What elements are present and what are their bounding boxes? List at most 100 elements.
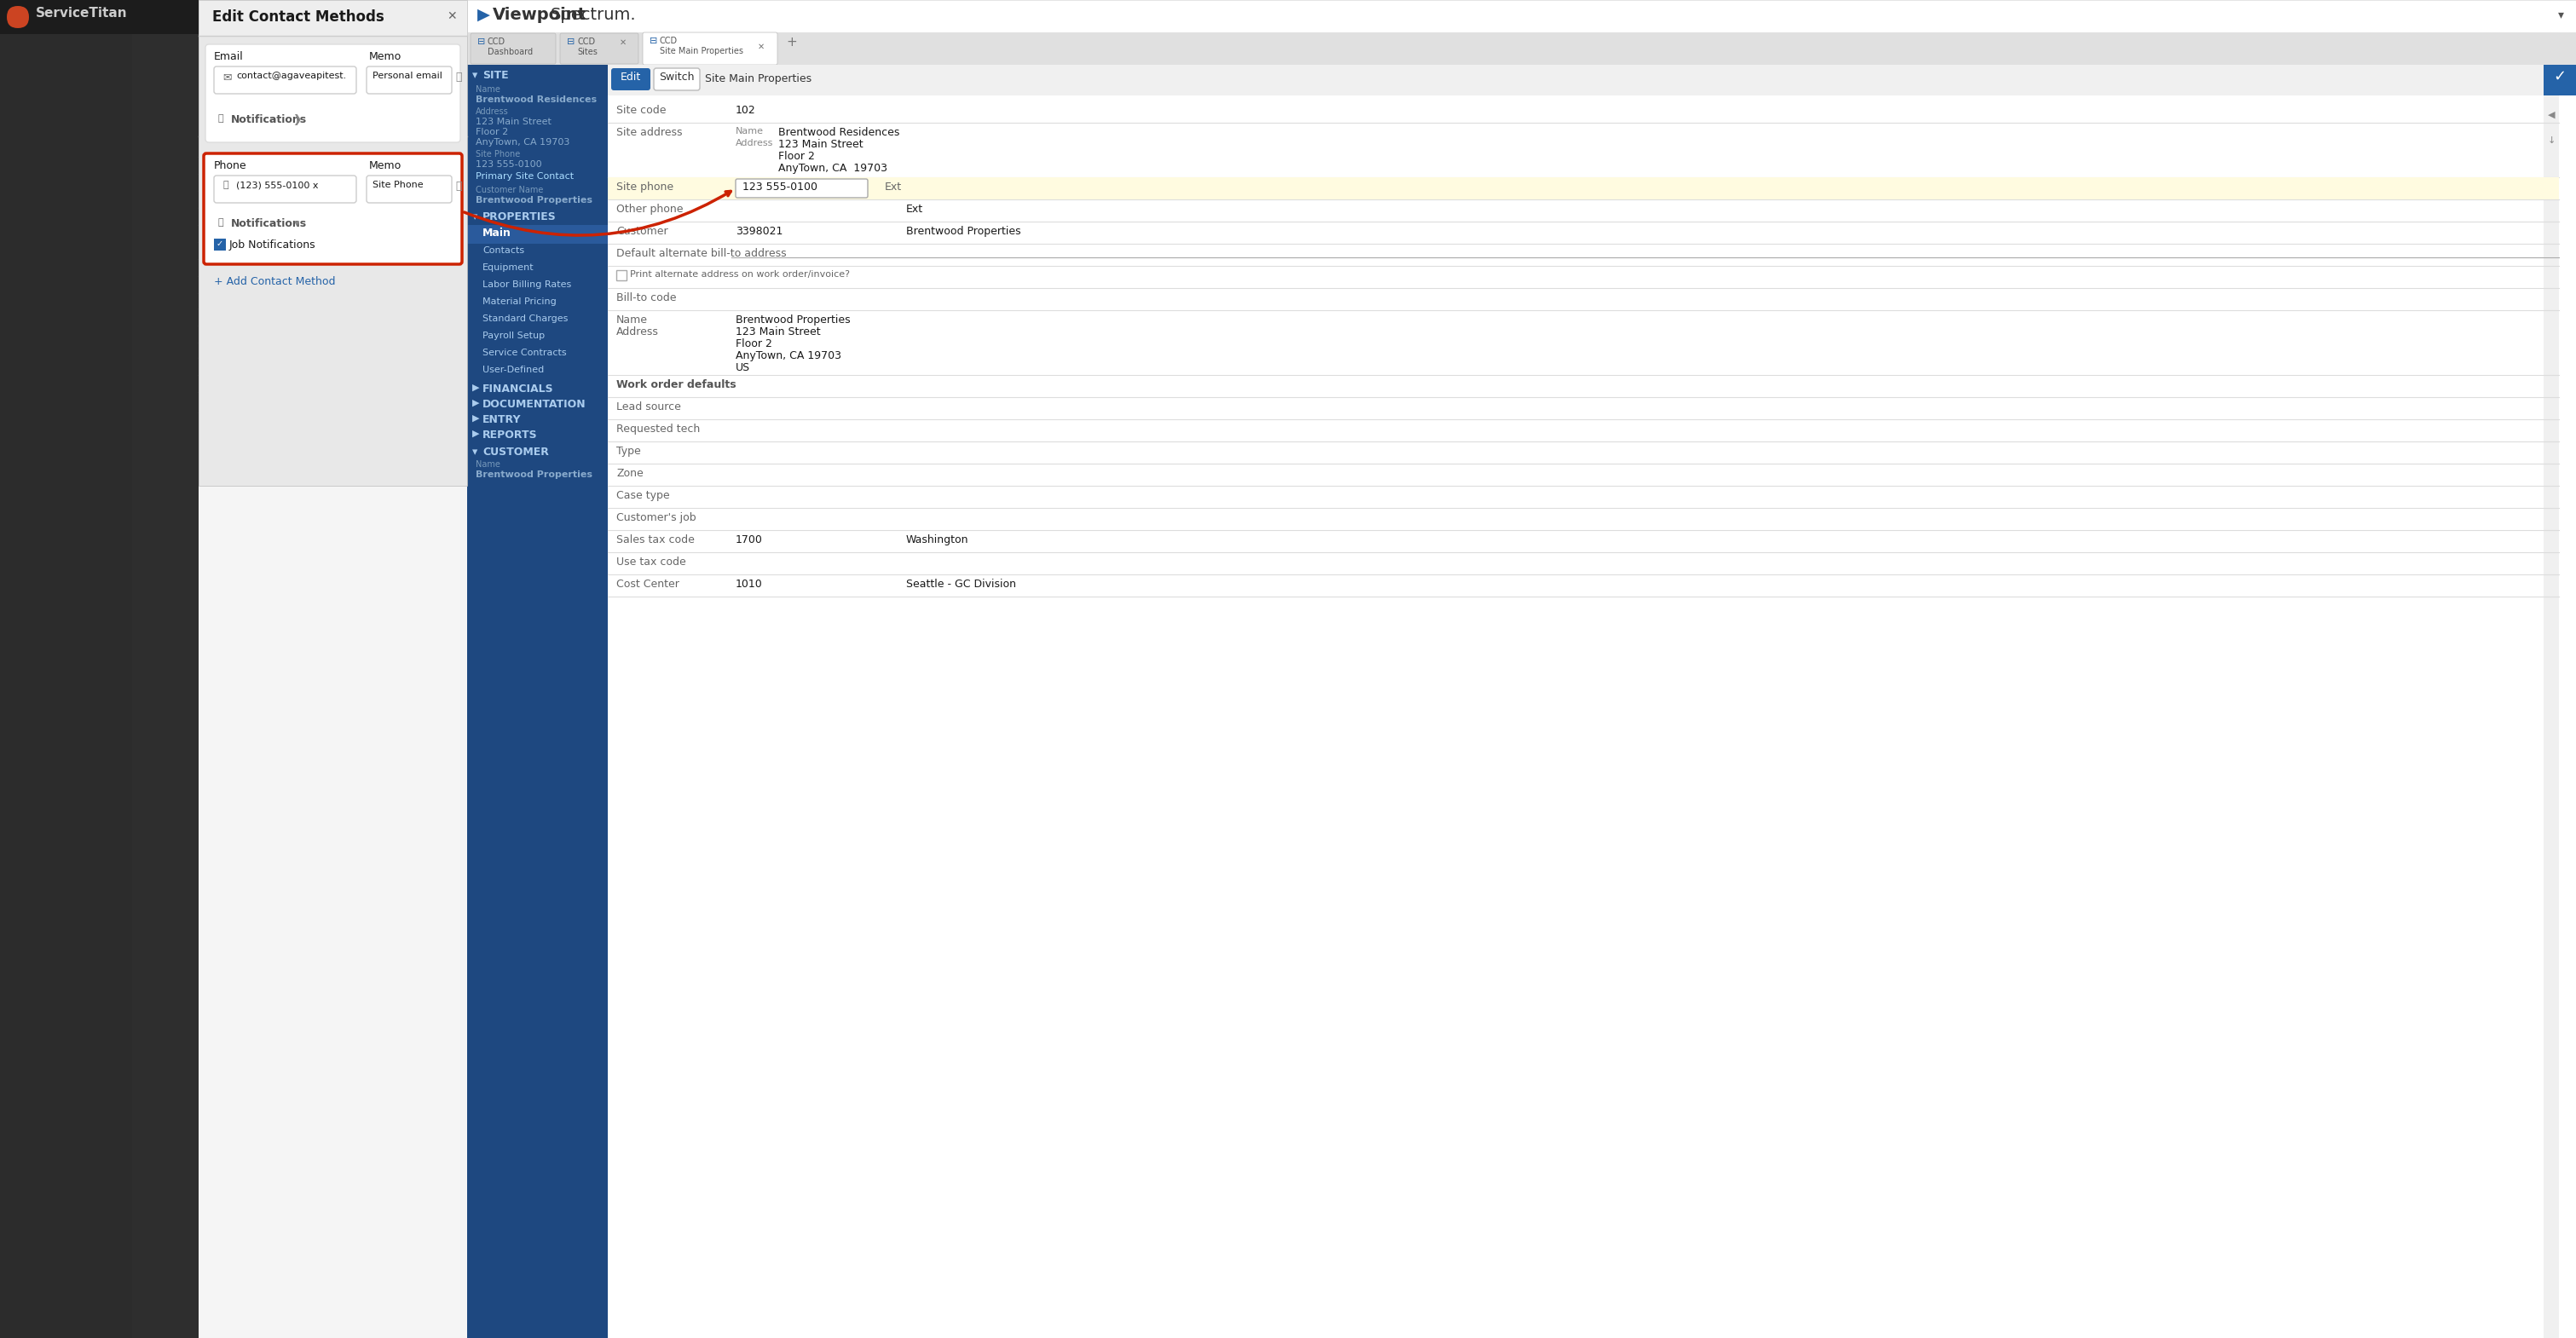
- Bar: [206, 70, 335, 151]
- Text: 1010: 1010: [737, 578, 762, 590]
- Text: ServiceTitan: ServiceTitan: [36, 7, 129, 20]
- Text: Brentwood Properties: Brentwood Properties: [340, 119, 443, 128]
- Text: ▶: ▶: [471, 415, 479, 423]
- Text: Brentwood Properties: Brentwood Properties: [477, 471, 592, 479]
- Text: 🔔: 🔔: [216, 114, 224, 123]
- Text: ▤: ▤: [410, 8, 422, 21]
- Text: Calls: Calls: [209, 280, 237, 292]
- FancyBboxPatch shape: [611, 68, 649, 91]
- Text: Zone: Zone: [616, 468, 644, 479]
- Text: ▶: ▶: [471, 429, 479, 438]
- Text: CCD: CCD: [577, 37, 595, 45]
- Bar: [0, 0, 466, 33]
- Text: Brentwood Residences: Brentwood Residences: [477, 95, 598, 104]
- Text: ✦: ✦: [214, 72, 224, 84]
- Text: CUSTOMER: CUSTOMER: [340, 110, 389, 118]
- Bar: [616, 270, 626, 281]
- FancyBboxPatch shape: [420, 163, 438, 175]
- Text: Customer Name: Customer Name: [477, 186, 544, 194]
- Text: ✓: ✓: [2553, 70, 2566, 84]
- Text: Memberships: Memberships: [209, 312, 289, 324]
- Text: Site Main Properties: Site Main Properties: [706, 74, 811, 84]
- Bar: [466, 0, 2576, 1338]
- FancyBboxPatch shape: [654, 68, 701, 91]
- Bar: [2543, 95, 2558, 1338]
- Text: Brentwood Properties: Brentwood Properties: [477, 195, 592, 205]
- Text: contact@agaveapitest.: contact@agaveapitest.: [237, 72, 345, 80]
- Text: ▾: ▾: [471, 447, 477, 458]
- Text: AnyTown, CA 19703: AnyTown, CA 19703: [477, 138, 569, 147]
- Text: Site Phone: Site Phone: [477, 150, 520, 158]
- Text: ⊟: ⊟: [567, 37, 574, 45]
- Text: Brentwood Residences: Brentwood Residences: [778, 127, 899, 138]
- Text: ▾: ▾: [471, 70, 477, 82]
- Text: Name: Name: [737, 127, 762, 135]
- Text: Personal email: Personal email: [374, 72, 443, 80]
- FancyBboxPatch shape: [420, 179, 438, 191]
- Text: Jobs: Jobs: [209, 177, 234, 189]
- Text: Switch: Switch: [659, 72, 696, 83]
- Text: Floor 2: Floor 2: [778, 151, 814, 162]
- Bar: [131, 33, 198, 1338]
- Text: Site phone: Site phone: [616, 182, 672, 193]
- Text: Opportunities & Estimates: Opportunities & Estimates: [209, 229, 366, 241]
- Text: Edit: Edit: [621, 72, 641, 83]
- Text: ▼ Appointments: ▼ Appointments: [209, 416, 317, 428]
- Text: Appointments: Appointments: [209, 194, 291, 206]
- Text: Requested tech: Requested tech: [616, 424, 701, 435]
- Text: Default alternate bill-to address: Default alternate bill-to address: [616, 248, 786, 260]
- Text: Site address: Site address: [616, 127, 683, 138]
- Text: Equipment: Equipment: [209, 245, 273, 257]
- Bar: [466, 64, 608, 1338]
- Text: Type: Type: [616, 446, 641, 456]
- Text: ✦: ✦: [317, 87, 322, 94]
- Text: Seattle - GC Division: Seattle - GC Division: [907, 578, 1015, 590]
- Text: Notes: Notes: [209, 161, 242, 173]
- Text: Viewpoint: Viewpoint: [492, 7, 587, 23]
- Text: 123 555-0100: 123 555-0100: [742, 182, 817, 193]
- Text: ◀: ◀: [2548, 111, 2555, 119]
- Text: Name: Name: [477, 460, 500, 468]
- Text: ▶: ▶: [471, 384, 479, 392]
- Bar: [466, 32, 2576, 64]
- Bar: [198, 0, 466, 486]
- Text: LOCATION: LOCATION: [340, 82, 384, 90]
- Text: Washington: Washington: [907, 534, 969, 546]
- Bar: [198, 136, 466, 1338]
- FancyBboxPatch shape: [471, 33, 556, 64]
- Text: Leads: Leads: [209, 262, 245, 274]
- Text: Equipment: Equipment: [482, 264, 533, 272]
- Text: ⏱: ⏱: [363, 8, 371, 21]
- Text: ▼: ▼: [410, 181, 417, 191]
- Text: CCD: CCD: [659, 36, 677, 45]
- FancyBboxPatch shape: [366, 67, 451, 94]
- Text: MEMBERSHIPS: MEMBERSHIPS: [209, 297, 270, 305]
- Text: 0: 0: [428, 166, 433, 174]
- Text: ✉: ✉: [222, 72, 232, 83]
- Text: PROPERTIES: PROPERTIES: [482, 211, 556, 222]
- Text: ◀: ◀: [428, 399, 433, 407]
- Text: Spectrum.: Spectrum.: [551, 7, 636, 23]
- Text: Name: Name: [616, 314, 647, 325]
- Text: 102: 102: [737, 104, 755, 116]
- FancyBboxPatch shape: [8, 5, 28, 28]
- Text: Email: Email: [214, 51, 245, 62]
- Text: Customer's job: Customer's job: [616, 512, 696, 523]
- Text: FILES: FILES: [209, 347, 232, 355]
- Text: Cost Center: Cost Center: [616, 578, 680, 590]
- Text: Job Notifications: Job Notifications: [229, 240, 317, 250]
- Bar: [0, 33, 131, 1338]
- Text: 123 Main Street: 123 Main Street: [477, 118, 551, 126]
- Text: 123 Main Street: 123 Main Street: [778, 139, 863, 150]
- Text: Labor Billing Rates: Labor Billing Rates: [482, 281, 572, 289]
- Text: ▾: ▾: [2558, 8, 2563, 20]
- Text: Standard Charges: Standard Charges: [482, 314, 569, 322]
- Text: 123 555-0100: 123 555-0100: [477, 161, 541, 169]
- Text: 3398021: 3398021: [737, 226, 783, 237]
- Bar: [608, 64, 2576, 1338]
- Text: CCD: CCD: [487, 37, 505, 45]
- Text: ❯: ❯: [294, 114, 301, 126]
- Text: ⊟: ⊟: [477, 37, 484, 45]
- FancyBboxPatch shape: [214, 175, 355, 203]
- Text: ❯: ❯: [410, 163, 417, 175]
